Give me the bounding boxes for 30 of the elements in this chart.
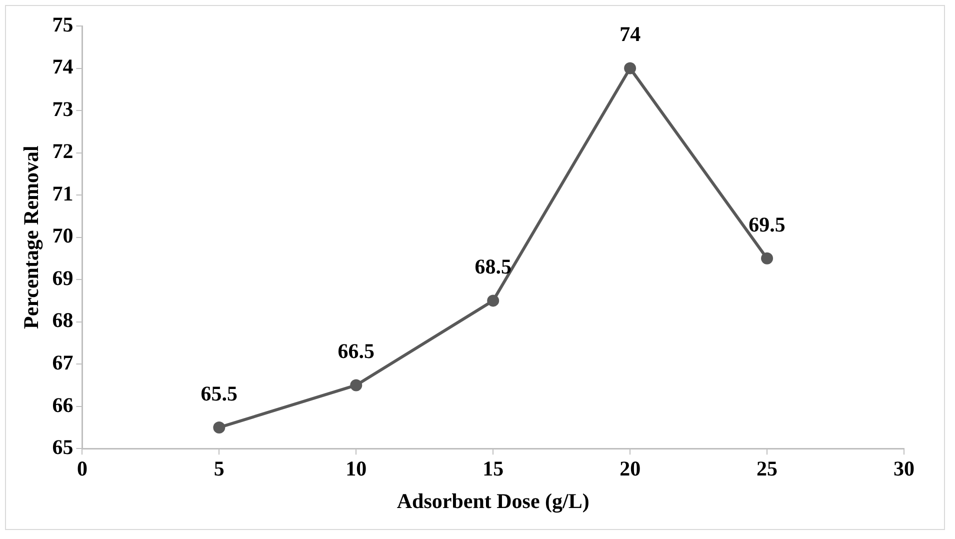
y-tick-label: 71	[52, 181, 74, 206]
x-tick-label: 20	[620, 456, 641, 481]
y-tick-label: 66	[52, 392, 74, 417]
point	[761, 252, 774, 264]
y-tick-label: 69	[52, 266, 74, 290]
data-label: 65.5	[200, 381, 238, 406]
x-tick-label: 30	[894, 456, 914, 481]
y-tick-label: 70	[52, 224, 74, 248]
point	[213, 421, 226, 434]
y-tick-label: 73	[52, 96, 74, 121]
point	[487, 294, 500, 307]
y-tick-label: 67	[52, 350, 74, 374]
x-tick-label: 15	[482, 456, 504, 481]
y-tick-label: 68	[52, 308, 74, 332]
x-tick-label: 25	[756, 456, 778, 481]
x-axis-title: Adsorbent Dose (g/L)	[396, 488, 590, 513]
point	[350, 379, 362, 392]
y-tick-label: 74	[52, 54, 74, 79]
data-label: 68.5	[474, 254, 512, 279]
x-tick-label: 0	[76, 456, 88, 481]
data-label: 74	[620, 22, 642, 46]
data-label: 66.5	[338, 339, 375, 364]
y-tick-label: 65	[52, 435, 74, 460]
y-tick-label: 75	[52, 12, 74, 36]
x-tick-label: 5	[214, 456, 224, 481]
data-label: 69.5	[748, 212, 786, 236]
y-tick-label: 72	[52, 139, 74, 164]
y-axis-title: Percentage Removal	[19, 145, 44, 329]
point	[624, 62, 636, 74]
x-tick-label: 10	[346, 456, 367, 481]
